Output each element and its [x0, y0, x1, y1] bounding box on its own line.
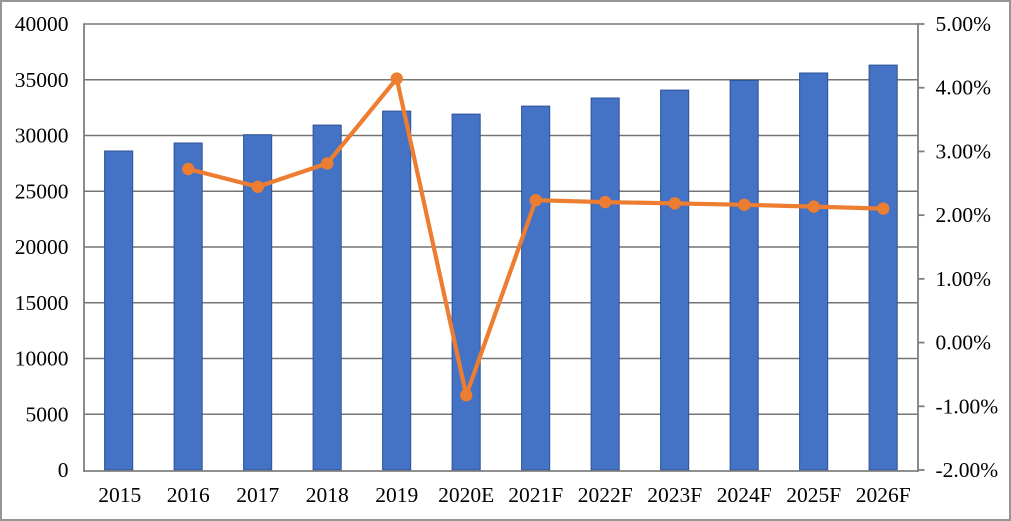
svg-text:20000: 20000: [15, 235, 69, 259]
svg-text:-1.00%: -1.00%: [936, 394, 999, 418]
svg-text:2.00%: 2.00%: [936, 203, 992, 227]
svg-text:2024F: 2024F: [717, 483, 772, 507]
svg-text:2021F: 2021F: [508, 483, 563, 507]
svg-text:5000: 5000: [26, 402, 69, 426]
svg-text:0: 0: [58, 458, 69, 482]
svg-text:40000: 40000: [15, 12, 69, 36]
svg-text:1.00%: 1.00%: [936, 267, 992, 291]
svg-text:25000: 25000: [15, 179, 69, 203]
svg-text:2017: 2017: [236, 483, 279, 507]
svg-text:0.00%: 0.00%: [936, 331, 992, 355]
svg-text:2026F: 2026F: [856, 483, 911, 507]
svg-text:2022F: 2022F: [578, 483, 633, 507]
svg-text:5.00%: 5.00%: [936, 12, 992, 36]
svg-text:2018: 2018: [306, 483, 349, 507]
svg-text:10000: 10000: [15, 347, 69, 371]
svg-text:35000: 35000: [15, 68, 69, 92]
svg-text:2020E: 2020E: [438, 483, 494, 507]
svg-text:4.00%: 4.00%: [936, 76, 992, 100]
svg-text:2025F: 2025F: [786, 483, 841, 507]
svg-text:30000: 30000: [15, 124, 69, 148]
svg-text:2016: 2016: [167, 483, 210, 507]
svg-text:15000: 15000: [15, 291, 69, 315]
svg-text:2015: 2015: [98, 483, 141, 507]
svg-text:2019: 2019: [375, 483, 418, 507]
svg-text:2023F: 2023F: [647, 483, 702, 507]
svg-text:-2.00%: -2.00%: [936, 458, 999, 482]
svg-text:3.00%: 3.00%: [936, 139, 992, 163]
